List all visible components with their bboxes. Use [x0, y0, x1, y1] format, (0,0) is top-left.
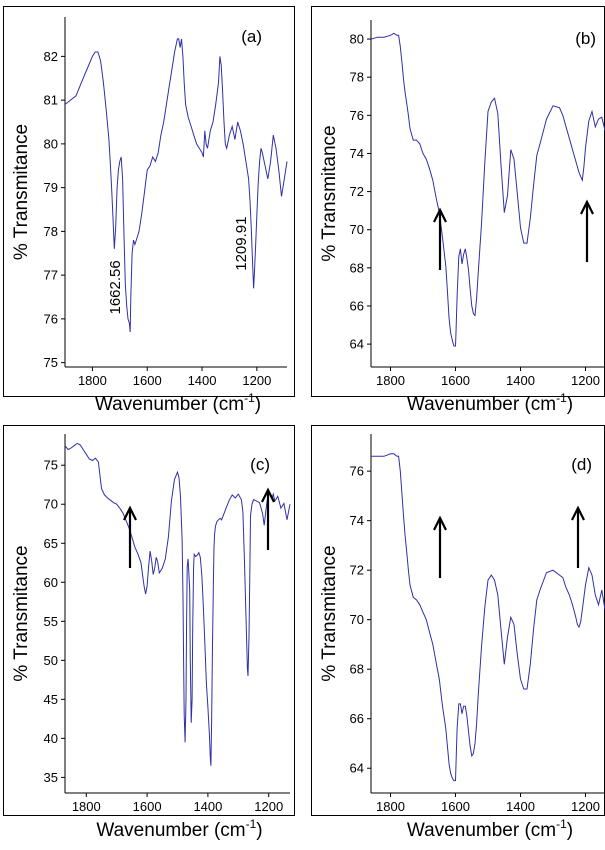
x-tick-label: 1400 — [506, 799, 535, 814]
x-axis-label-sup: -1 — [246, 817, 257, 831]
y-tick-label: 45 — [44, 692, 58, 707]
spectrum-line — [65, 443, 290, 765]
y-tick-label: 76 — [44, 311, 58, 326]
spectrum-line — [371, 454, 605, 781]
x-tick-label: 1800 — [376, 373, 405, 388]
x-tick-label: 1600 — [441, 799, 470, 814]
x-tick-label: 1200 — [571, 373, 600, 388]
x-axis-label-close: ) — [567, 820, 573, 841]
x-tick-label: 1800 — [376, 799, 405, 814]
y-tick-label: 50 — [44, 653, 58, 668]
y-tick-label: 72 — [350, 563, 364, 578]
y-tick-label: 55 — [44, 614, 58, 629]
panel-label: (c) — [250, 455, 270, 474]
y-tick-label: 75 — [44, 355, 58, 370]
up-arrow-icon — [434, 210, 446, 270]
panel-frame — [4, 7, 295, 397]
y-tick-label: 60 — [44, 575, 58, 590]
y-tick-label: 66 — [350, 711, 364, 726]
y-tick-label: 81 — [44, 93, 58, 108]
y-tick-label: 70 — [350, 222, 364, 237]
x-tick-label: 1400 — [188, 373, 217, 388]
x-tick-label: 1200 — [254, 799, 283, 814]
x-axis-label-main: Wavenumber (cm — [96, 820, 245, 841]
y-axis-label: % Transmitance — [319, 545, 340, 681]
x-axis-label-sup: -1 — [556, 391, 567, 405]
x-axis-label-main: Wavenumber (cm — [95, 394, 244, 415]
x-axis-label: Wavenumber (cm-1) — [407, 817, 573, 841]
y-tick-label: 68 — [350, 662, 364, 677]
y-tick-label: 74 — [350, 146, 364, 161]
y-tick-label: 75 — [44, 458, 58, 473]
y-tick-label: 40 — [44, 731, 58, 746]
x-tick-label: 1600 — [133, 799, 162, 814]
spectrum-line — [371, 33, 605, 346]
x-axis-label: Wavenumber (cm-1) — [95, 391, 261, 415]
peak-annotation: 1662.56 — [107, 260, 124, 314]
chart-panel: 75 76 77 78 79 80 81 82 1800 1600 1400 1200 % Transm… — [4, 7, 295, 416]
panel-label: (d) — [571, 455, 592, 474]
y-tick-label: 79 — [44, 180, 58, 195]
up-arrow-icon — [581, 202, 593, 262]
chart-panel: 35 40 45 50 55 60 65 70 75 1800 1600 1400 1200 % Tran… — [4, 426, 295, 842]
chart-panel: 64 66 68 70 72 74 76 78 80 1800 1600 1400 1200 % Tran… — [312, 7, 605, 416]
chart-panel: 64 66 68 70 72 74 76 1800 1600 1400 1200 % Transmit… — [312, 426, 605, 842]
x-tick-label: 1800 — [78, 373, 107, 388]
y-tick-label: 72 — [350, 184, 364, 199]
x-axis-label-close: ) — [256, 820, 262, 841]
x-tick-label: 1200 — [242, 373, 271, 388]
x-tick-label: 1400 — [193, 799, 222, 814]
up-arrow-icon — [572, 508, 584, 568]
panel-label: (a) — [241, 27, 262, 46]
x-tick-label: 1200 — [571, 799, 600, 814]
y-tick-label: 64 — [350, 337, 364, 352]
x-axis-label-close: ) — [567, 394, 573, 415]
x-axis-label: Wavenumber (cm-1) — [407, 391, 573, 415]
y-tick-label: 68 — [350, 260, 364, 275]
up-arrow-icon — [434, 518, 446, 578]
y-tick-label: 77 — [44, 268, 58, 283]
y-tick-label: 65 — [44, 536, 58, 551]
y-axis-label: % Transmitance — [11, 545, 32, 681]
x-axis-label-main: Wavenumber (cm — [407, 394, 556, 415]
up-arrow-icon — [124, 508, 136, 568]
spectrum-line — [65, 39, 287, 332]
y-tick-label: 35 — [44, 770, 58, 785]
x-tick-label: 1800 — [72, 799, 101, 814]
y-tick-label: 78 — [44, 224, 58, 239]
y-tick-label: 82 — [44, 49, 58, 64]
x-axis-label-sup: -1 — [244, 391, 255, 405]
y-axis-label: % Transmitance — [319, 125, 340, 261]
x-axis-label-close: ) — [255, 394, 261, 415]
y-tick-label: 70 — [44, 497, 58, 512]
y-axis-label: % Transmitance — [11, 124, 32, 260]
y-tick-label: 80 — [350, 32, 364, 47]
x-tick-label: 1600 — [133, 373, 162, 388]
x-tick-label: 1400 — [506, 373, 535, 388]
x-axis-label-sup: -1 — [556, 817, 567, 831]
x-tick-label: 1600 — [441, 373, 470, 388]
y-tick-label: 78 — [350, 70, 364, 85]
y-tick-label: 70 — [350, 612, 364, 627]
x-axis-label-main: Wavenumber (cm — [407, 820, 556, 841]
y-tick-label: 76 — [350, 108, 364, 123]
y-tick-label: 76 — [350, 464, 364, 479]
y-tick-label: 66 — [350, 298, 364, 313]
peak-annotation: 1209.91 — [233, 217, 250, 271]
x-axis-label: Wavenumber (cm-1) — [96, 817, 262, 841]
y-tick-label: 74 — [350, 513, 364, 528]
y-tick-label: 80 — [44, 136, 58, 151]
y-tick-label: 64 — [350, 761, 364, 776]
panel-label: (b) — [575, 29, 596, 48]
